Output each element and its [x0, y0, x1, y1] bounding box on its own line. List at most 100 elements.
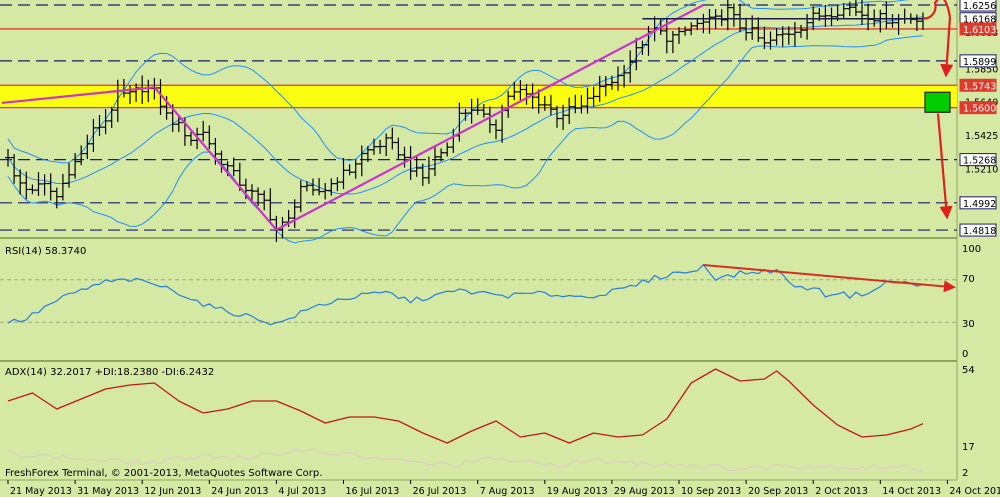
- price-level-label: 1.6168: [963, 15, 996, 26]
- price-label-tag: [959, 54, 997, 68]
- ohlc-bar: [474, 98, 481, 115]
- bollinger-middle: [7, 16, 924, 195]
- ohlc-bar: [188, 131, 194, 146]
- ohlc-bar: [438, 148, 445, 162]
- ohlc-bar: [425, 156, 432, 184]
- resistance-zone: [0, 85, 957, 108]
- ohlc-bar: [828, 7, 835, 26]
- ohlc-bar: [877, 9, 884, 33]
- date-tick-label: 26 Jul 2013: [413, 486, 467, 497]
- ohlc-bar: [206, 125, 213, 149]
- ohlc-bar: [682, 26, 689, 36]
- forecast-arrow-target: [936, 113, 953, 220]
- price-axis-tick: 1.5425: [965, 131, 998, 142]
- ohlc-bar: [590, 86, 597, 107]
- ohlc-bar: [175, 116, 182, 132]
- date-tick-label: 2 Oct 2013: [815, 486, 868, 497]
- date-tick-label: 7 Aug 2013: [480, 486, 535, 497]
- ohlc-bar: [5, 148, 11, 167]
- ohlc-bar: [66, 162, 72, 188]
- ohlc-bar: [761, 26, 768, 50]
- price-level-label: 1.6103: [963, 25, 996, 36]
- ohlc-bar: [755, 17, 762, 42]
- ohlc-bar: [779, 26, 786, 47]
- ohlc-bar: [291, 199, 298, 229]
- rsi-line: [7, 263, 924, 326]
- price-axis-tick: 1.5850: [965, 65, 998, 76]
- ohlc-bar: [334, 177, 341, 192]
- ohlc-bar: [547, 94, 554, 116]
- ohlc-bar: [157, 79, 164, 115]
- ohlc-bar: [261, 190, 268, 211]
- ohlc-bar: [462, 109, 469, 121]
- price-level-label: 1.4818: [963, 226, 996, 237]
- ohlc-bar: [718, 9, 725, 27]
- adx-tick-2: 2: [962, 468, 968, 479]
- trendline: [153, 86, 278, 231]
- rsi-divergence-arrow: [703, 263, 956, 293]
- ohlc-bar: [621, 64, 628, 88]
- ohlc-bar: [852, 0, 859, 16]
- price-level-label: 1.5600: [963, 104, 996, 115]
- price-label-tag: [959, 22, 997, 36]
- price-label-tag: [959, 0, 997, 12]
- price-label-tag: [959, 196, 997, 210]
- ohlc-bar: [688, 22, 695, 36]
- ohlc-bar: [480, 104, 487, 118]
- ohlc-bar: [572, 94, 579, 114]
- ohlc-bar: [346, 164, 353, 176]
- rsi-tick-30: 30: [962, 319, 975, 330]
- ohlc-bar: [53, 187, 60, 209]
- rsi-tick-100: 100: [962, 244, 981, 255]
- ohlc-bar: [383, 133, 390, 157]
- rsi-tick-70: 70: [962, 274, 975, 285]
- ohlc-bar: [596, 75, 603, 103]
- ohlc-bar: [767, 31, 774, 50]
- ohlc-bar: [108, 106, 115, 128]
- ohlc-bar: [401, 146, 408, 168]
- ohlc-bar: [511, 81, 518, 101]
- price-level-label: 1.4992: [963, 199, 996, 210]
- ohlc-bar: [822, 5, 829, 27]
- ohlc-bar: [700, 13, 707, 34]
- date-tick-label: 29 Aug 2013: [614, 486, 675, 497]
- rsi-pane: [0, 263, 957, 326]
- copyright-text: FreshForex Terminal, © 2001-2013, MetaQu…: [5, 468, 322, 479]
- date-tick-label: 24 Jun 2013: [211, 486, 268, 497]
- ohlc-bar: [627, 50, 634, 83]
- ohlc-bar: [566, 97, 573, 125]
- ohlc-bar: [798, 24, 804, 38]
- ohlc-bar: [352, 159, 359, 179]
- ohlc-bar: [322, 182, 329, 200]
- price-label-tag: [959, 223, 997, 237]
- ohlc-bar: [35, 172, 42, 196]
- trendlines: [1, 4, 923, 231]
- ohlc-bar: [602, 76, 609, 97]
- resistance-zone-layer: [0, 4, 957, 231]
- ohlc-bar: [785, 26, 792, 45]
- trendline: [275, 4, 704, 231]
- price-level-label: 1.6256: [963, 1, 996, 12]
- ohlc-bar: [608, 75, 615, 90]
- ohlc-bar: [310, 178, 316, 196]
- ohlc-bar: [29, 184, 36, 195]
- ohlc-bar: [730, 3, 737, 27]
- ohlc-bar: [127, 85, 133, 105]
- price-label-tag: [959, 101, 997, 115]
- ohlc-bar: [486, 106, 493, 134]
- ohlc-bar: [676, 27, 682, 44]
- ohlc-bar: [72, 153, 79, 179]
- adx-tick-17: 17: [962, 442, 975, 453]
- time-axis: 21 May 2013 31 May 2013 12 Jun 2013 24 Jun …: [7, 480, 1000, 497]
- ohlc-bar: [96, 114, 103, 137]
- ohlc-bar: [371, 138, 377, 155]
- ohlc-bar: [523, 84, 530, 105]
- ohlc-bar: [505, 90, 512, 118]
- ohlc-bar: [11, 154, 18, 184]
- ohlc-bar: [669, 30, 676, 54]
- trendline: [1, 86, 155, 105]
- ohlc-bar: [84, 134, 91, 160]
- ohlc-bar: [444, 142, 451, 157]
- adx-title: ADX(14) 32.2017 +DI:18.2380 -DI:6.2432: [5, 367, 214, 378]
